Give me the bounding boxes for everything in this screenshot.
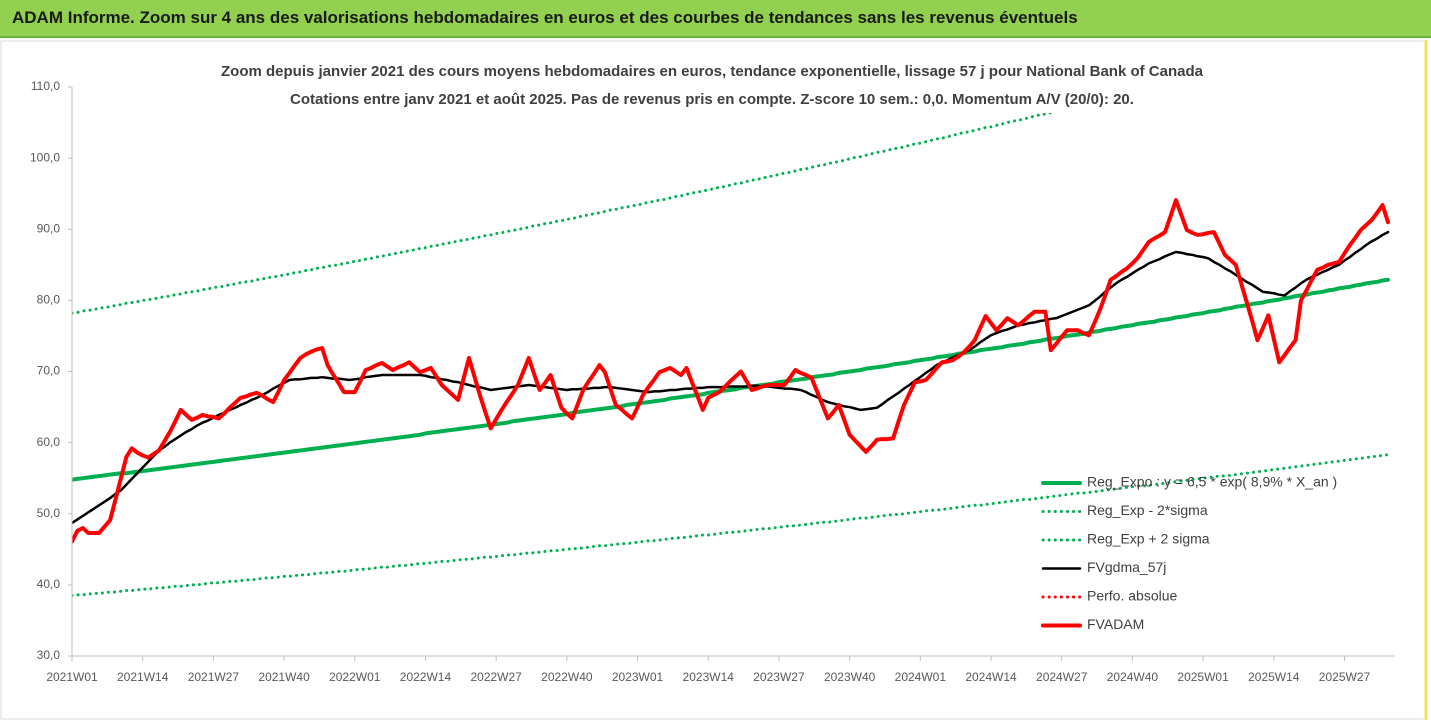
- legend-label: Reg_Exp - 2*sigma: [1087, 502, 1208, 518]
- chart-frame: [0, 40, 1426, 720]
- chart-title: Zoom depuis janvier 2021 des cours moyen…: [221, 63, 1204, 80]
- legend-label: Perfo. absolue: [1087, 588, 1177, 604]
- y-tick-label: 80,0: [37, 293, 61, 307]
- series-line: [72, 230, 1390, 525]
- x-tick-label: 2025W27: [1319, 670, 1371, 684]
- x-tick-label: 2024W01: [895, 670, 947, 684]
- x-tick-label: 2021W01: [46, 670, 98, 684]
- header-bar: ADAM Informe. Zoom sur 4 ans des valoris…: [0, 0, 1431, 38]
- x-tick-label: 2025W01: [1177, 670, 1229, 684]
- title-box: [182, 57, 1244, 113]
- legend-label: Reg_Expo : y = 6,5 * exp( 8,9% * X_an ): [1087, 474, 1337, 490]
- x-tick-label: 2022W27: [470, 670, 522, 684]
- x-tick-label: 2024W27: [1036, 670, 1088, 684]
- y-tick-label: 60,0: [37, 435, 61, 449]
- series-line: [72, 453, 1390, 598]
- y-tick-label: 110,0: [31, 79, 60, 93]
- legend-label: FVADAM: [1087, 616, 1144, 632]
- x-tick-label: 2022W40: [541, 670, 593, 684]
- legend-label: Reg_Exp + 2 sigma: [1087, 531, 1210, 547]
- series-line: [72, 87, 1163, 315]
- y-tick-label: 90,0: [37, 221, 61, 235]
- y-tick-label: 70,0: [37, 364, 61, 378]
- chart: Zoom depuis janvier 2021 des cours moyen…: [0, 40, 1428, 720]
- x-tick-label: 2025W14: [1248, 670, 1300, 684]
- y-tick-label: 50,0: [37, 506, 61, 520]
- x-tick-label: 2023W27: [753, 670, 805, 684]
- x-tick-label: 2023W14: [683, 670, 735, 684]
- header-title: ADAM Informe. Zoom sur 4 ans des valoris…: [12, 8, 1078, 27]
- plot-area: [72, 87, 1390, 598]
- y-tick-label: 30,0: [37, 648, 61, 662]
- x-tick-label: 2023W40: [824, 670, 876, 684]
- x-tick-label: 2022W01: [329, 670, 381, 684]
- series-line: [72, 277, 1390, 482]
- x-tick-label: 2021W14: [117, 670, 169, 684]
- x-tick-label: 2024W14: [965, 670, 1017, 684]
- x-tick-label: 2021W40: [258, 670, 310, 684]
- chart-subtitle: Cotations entre janv 2021 et août 2025. …: [290, 91, 1134, 108]
- x-tick-label: 2023W01: [612, 670, 664, 684]
- y-tick-label: 100,0: [30, 150, 60, 164]
- x-tick-label: 2021W27: [188, 670, 240, 684]
- y-tick-label: 40,0: [37, 577, 61, 591]
- series-line: [72, 198, 1390, 544]
- x-tick-label: 2024W40: [1107, 670, 1159, 684]
- legend-label: FVgdma_57j: [1087, 559, 1166, 575]
- x-tick-label: 2022W14: [400, 670, 452, 684]
